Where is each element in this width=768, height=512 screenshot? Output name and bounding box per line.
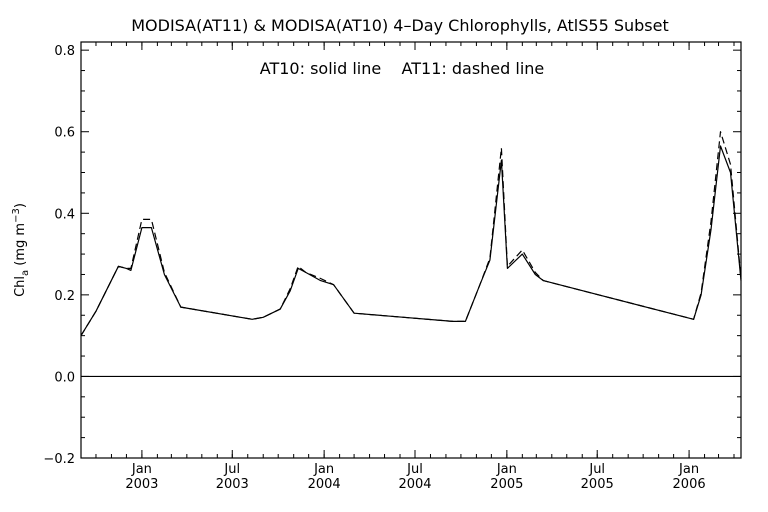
series-line-at11-dashed [80, 131, 742, 336]
y-axis-label-close: ) [13, 203, 28, 208]
x-tick-label-month: Jan [131, 462, 152, 477]
x-tick-label-year: 2006 [673, 477, 706, 492]
x-tick-label-month: Jul [406, 462, 423, 477]
y-tick-label: −0.2 [43, 452, 75, 467]
y-tick-label: 0.6 [54, 126, 75, 141]
plot-area [80, 41, 742, 459]
series-layer [80, 131, 742, 336]
x-tick-label-year: 2005 [490, 477, 523, 492]
y-axis-label: Chla (mg m−3) [11, 203, 31, 297]
x-tick-label-year: 2003 [125, 477, 158, 492]
y-axis-label-superscript: −3 [11, 208, 22, 223]
y-axis: −0.2 0.0 0.2 0.4 0.6 0.8 [43, 44, 741, 467]
y-tick-label: 0.0 [54, 370, 75, 385]
x-tick-label-month: Jan [313, 462, 334, 477]
y-axis-label-base: Chl [13, 276, 28, 297]
y-tick-label: 0.8 [54, 44, 75, 59]
x-tick-label-year: 2004 [308, 477, 341, 492]
x-tick-label-year: 2004 [398, 477, 431, 492]
y-axis-label-subscript: a [20, 270, 31, 276]
plot-border [80, 41, 742, 459]
y-axis-label-units: (mg m [13, 223, 28, 270]
x-tick-label-month: Jan [678, 462, 699, 477]
series-line-at10-solid [80, 145, 742, 336]
y-tick-label: 0.2 [54, 289, 75, 304]
x-tick-label-year: 2005 [581, 477, 614, 492]
chart-title: MODISA(AT11) & MODISA(AT10) 4–Day Chloro… [131, 16, 669, 35]
line-style-annotation: AT10: solid line AT11: dashed line [260, 59, 545, 78]
y-tick-label: 0.4 [54, 207, 75, 222]
x-tick-label-month: Jan [496, 462, 517, 477]
x-tick-label-month: Jul [588, 462, 605, 477]
x-axis: Jan2003Jul2003Jan2004Jul2004Jan2005Jul20… [95, 42, 735, 492]
x-tick-label-year: 2003 [216, 477, 249, 492]
x-tick-label-month: Jul [223, 462, 240, 477]
